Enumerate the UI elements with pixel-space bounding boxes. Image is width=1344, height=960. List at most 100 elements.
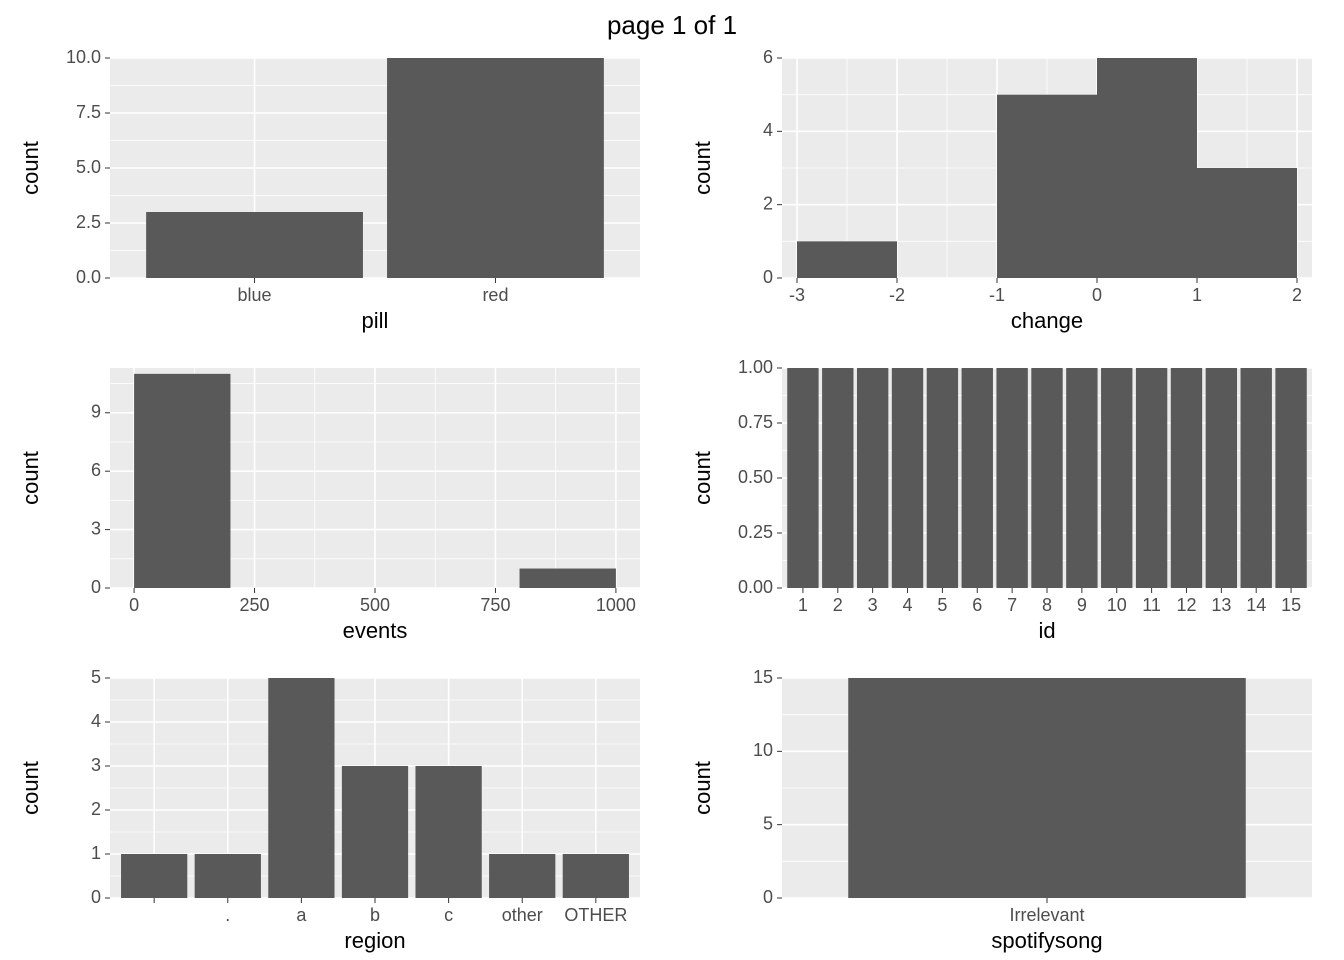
x-tick-label: a: [296, 905, 307, 925]
y-tick-label: 5: [763, 813, 773, 833]
bar: [962, 368, 993, 588]
x-tick-label: other: [502, 905, 543, 925]
y-tick-label: 3: [91, 518, 101, 538]
bar: [1241, 368, 1272, 588]
chart-change: 0 2 4 6 -3 -2 -1 0 1 2 count change: [690, 47, 1312, 333]
bar: [1031, 368, 1062, 588]
bar: [996, 368, 1027, 588]
bar: [1066, 368, 1097, 588]
bar: [822, 368, 853, 588]
x-tick-label: 12: [1176, 595, 1196, 615]
bar: [1171, 368, 1202, 588]
y-tick-label: 0: [91, 887, 101, 907]
x-tick-label: 3: [868, 595, 878, 615]
x-tick-label: 0: [1092, 285, 1102, 305]
bar: [520, 569, 616, 588]
x-tick-label: 6: [972, 595, 982, 615]
x-tick-label: 2: [833, 595, 843, 615]
x-axis-title: change: [1011, 308, 1083, 333]
bar: [195, 854, 261, 898]
bar: [489, 854, 555, 898]
bar: [997, 95, 1097, 278]
bar: [1097, 58, 1197, 278]
bar: [146, 212, 363, 278]
x-tick-label: 1: [1192, 285, 1202, 305]
x-tick-label: 1000: [596, 595, 636, 615]
y-tick-label: 7.5: [76, 102, 101, 122]
y-axis-title: count: [18, 761, 43, 815]
y-tick-label: 0.0: [76, 267, 101, 287]
chart-id: 0.000.250.500.751.0012345678910111213141…: [690, 357, 1312, 643]
bar: [1275, 368, 1306, 588]
x-tick-label: 13: [1211, 595, 1231, 615]
y-tick-label: 6: [763, 47, 773, 67]
x-axis-title: id: [1038, 618, 1055, 643]
x-axis-title: pill: [362, 308, 389, 333]
chart-grid: page 1 of 10.02.55.07.510.0blueredcountp…: [0, 0, 1344, 960]
x-axis-title: region: [344, 928, 405, 953]
x-tick-label: 250: [240, 595, 270, 615]
x-tick-label: 10: [1107, 595, 1127, 615]
x-tick-label: b: [370, 905, 380, 925]
y-tick-label: 10.0: [66, 47, 101, 67]
x-tick-label: 9: [1077, 595, 1087, 615]
x-tick-label: 5: [937, 595, 947, 615]
x-tick-label: 0: [129, 595, 139, 615]
bar: [1206, 368, 1237, 588]
bar: [797, 241, 897, 278]
x-tick-label: 14: [1246, 595, 1266, 615]
bar: [848, 678, 1246, 898]
x-tick-label: OTHER: [564, 905, 627, 925]
y-tick-label: 15: [753, 667, 773, 687]
chart-grid-svg: page 1 of 10.02.55.07.510.0blueredcountp…: [0, 0, 1344, 960]
y-tick-label: 5: [91, 667, 101, 687]
bar: [415, 766, 481, 898]
y-tick-label: 6: [91, 460, 101, 480]
x-tick-label: blue: [238, 285, 272, 305]
x-axis-title: spotifysong: [991, 928, 1102, 953]
x-tick-label: 15: [1281, 595, 1301, 615]
x-tick-label: red: [482, 285, 508, 305]
y-tick-label: 0: [763, 267, 773, 287]
y-tick-label: 4: [763, 120, 773, 140]
chart-region: 012345.abcotherOTHERcountregion: [18, 667, 640, 953]
y-axis-title: count: [690, 761, 715, 815]
bar: [857, 368, 888, 588]
y-tick-label: 2: [91, 799, 101, 819]
y-tick-label: 0: [91, 577, 101, 597]
bar: [1197, 168, 1297, 278]
y-tick-label: 5.0: [76, 157, 101, 177]
bar: [787, 368, 818, 588]
bar: [1101, 368, 1132, 588]
x-tick-label: 4: [903, 595, 913, 615]
chart-pill: 0.02.55.07.510.0blueredcountpill: [18, 47, 640, 333]
bar: [892, 368, 923, 588]
x-tick-label: -3: [789, 285, 805, 305]
x-tick-label: 2: [1292, 285, 1302, 305]
y-axis-title: count: [690, 141, 715, 195]
x-tick-label: -2: [889, 285, 905, 305]
y-tick-label: 1: [91, 843, 101, 863]
bar: [121, 854, 187, 898]
y-tick-label: 2: [763, 193, 773, 213]
x-tick-label: 7: [1007, 595, 1017, 615]
y-tick-label: 10: [753, 740, 773, 760]
bar: [563, 854, 629, 898]
y-tick-label: 0: [763, 887, 773, 907]
x-tick-label: 500: [360, 595, 390, 615]
bar: [1136, 368, 1167, 588]
x-tick-label: Irrelevant: [1009, 905, 1084, 925]
y-tick-label: 0.75: [738, 412, 773, 432]
y-tick-label: 0.00: [738, 577, 773, 597]
x-tick-label: 1: [798, 595, 808, 615]
bar: [268, 678, 334, 898]
x-tick-label: c: [444, 905, 453, 925]
x-tick-label: -1: [989, 285, 1005, 305]
y-tick-label: 9: [91, 402, 101, 422]
x-axis-title: events: [343, 618, 408, 643]
x-tick-label: .: [225, 905, 230, 925]
y-tick-label: 1.00: [738, 357, 773, 377]
bar: [134, 374, 230, 588]
bar: [342, 766, 408, 898]
y-axis-title: count: [690, 451, 715, 505]
